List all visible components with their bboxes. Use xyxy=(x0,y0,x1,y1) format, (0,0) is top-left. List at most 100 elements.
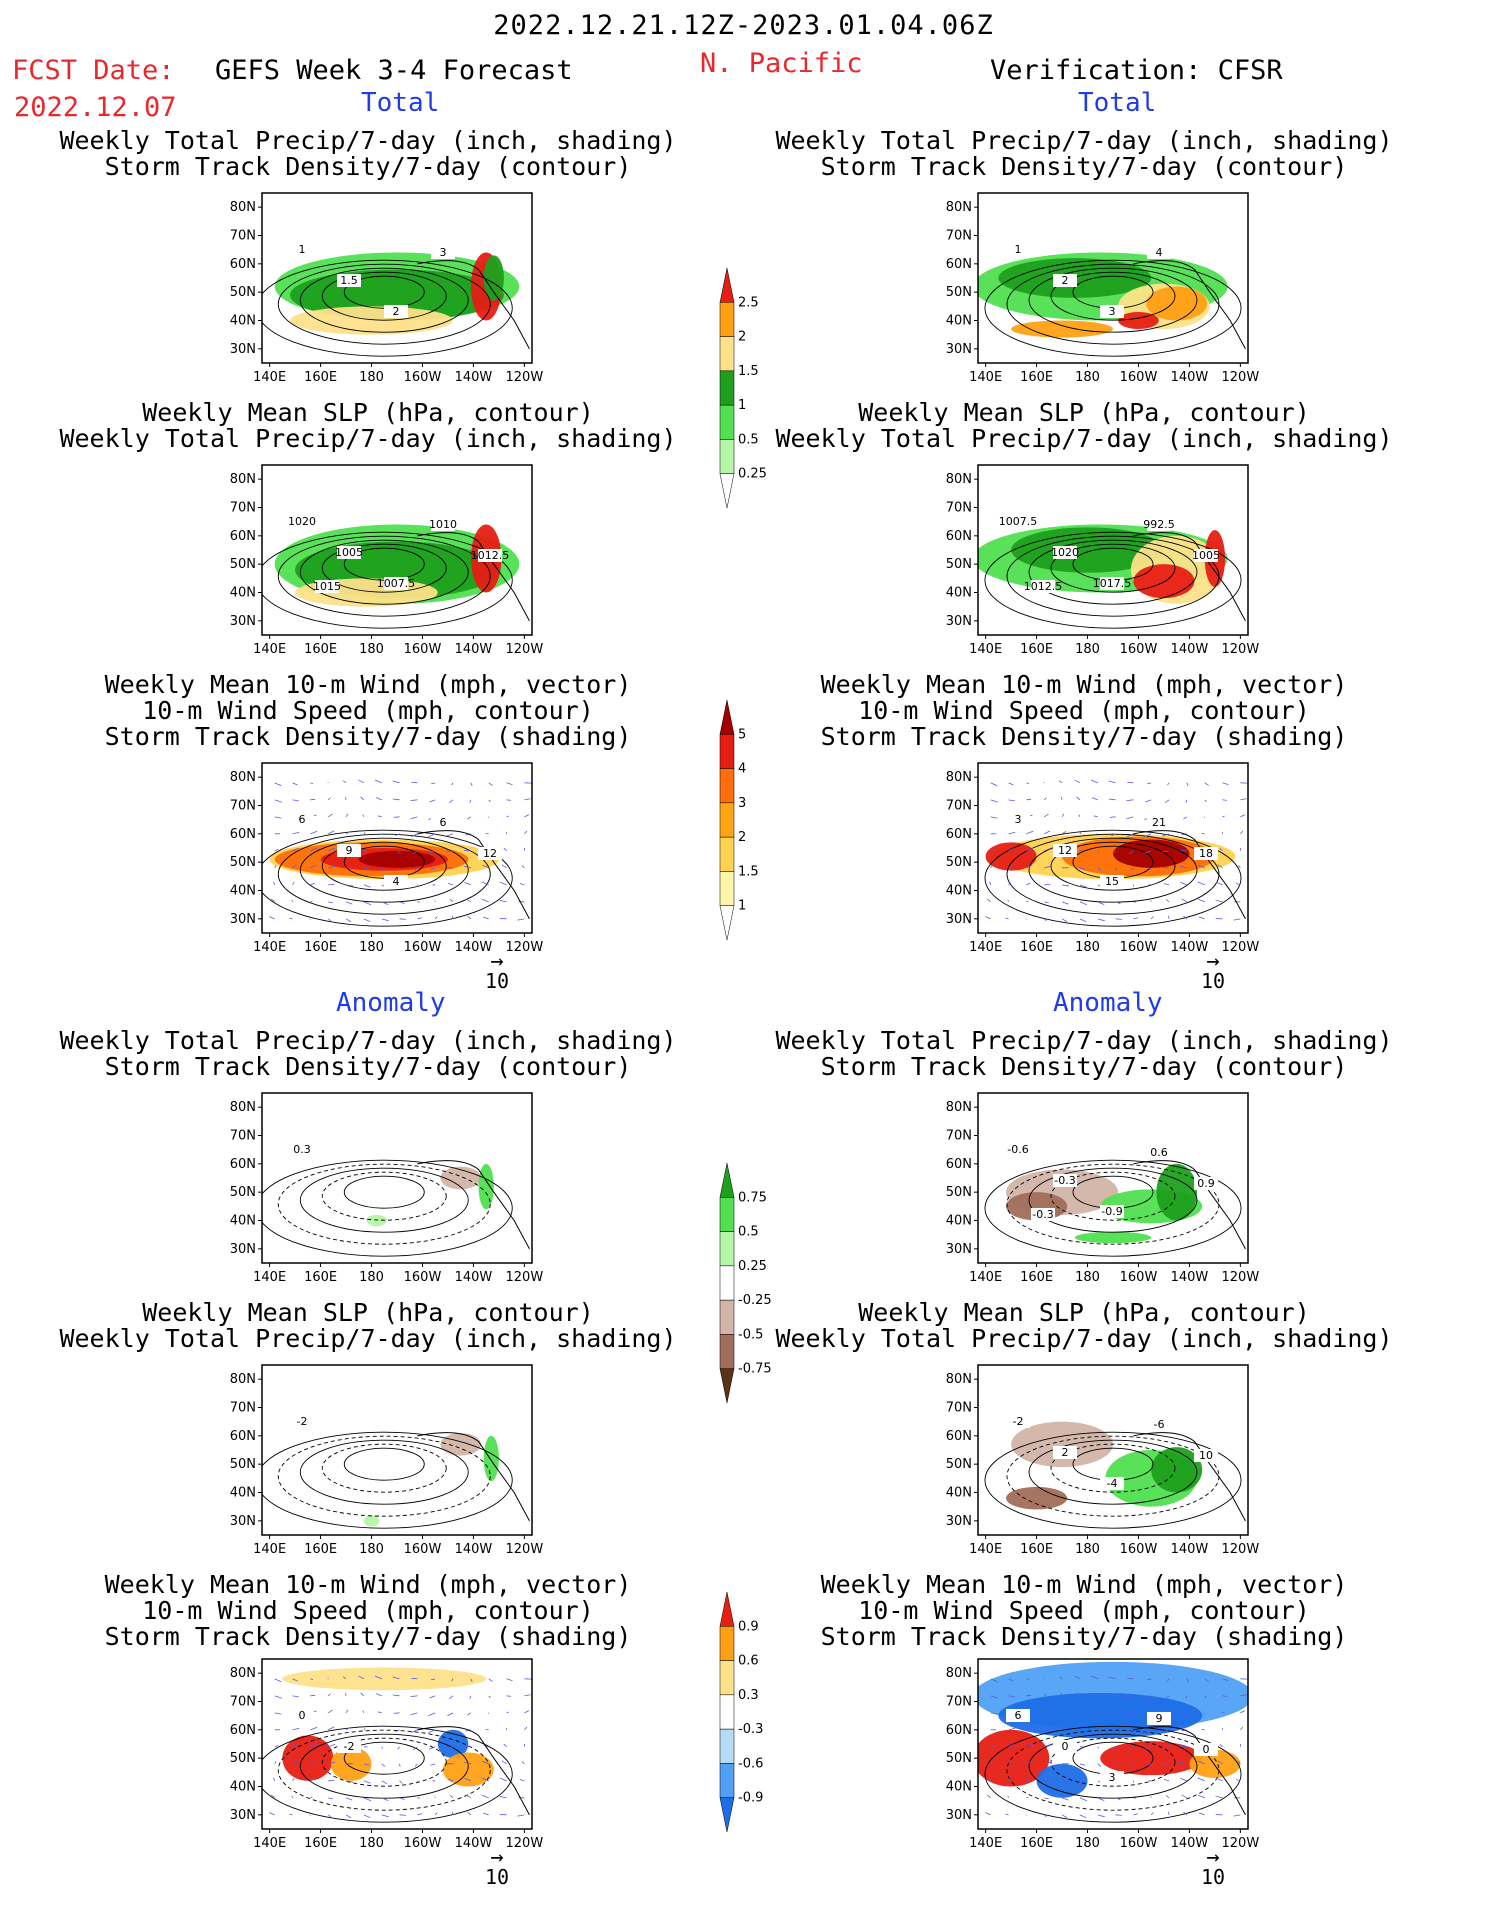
wind-vector xyxy=(362,1710,365,1714)
contour-label-bg xyxy=(1147,1418,1171,1431)
wind-vector xyxy=(1060,796,1063,800)
wind-vector xyxy=(448,1695,454,1700)
y-tick-label: 50N xyxy=(946,1751,972,1766)
x-tick-label: 120W xyxy=(506,370,544,385)
wind-vector xyxy=(1162,1729,1170,1733)
y-tick-label: 30N xyxy=(230,614,256,629)
shade-region xyxy=(282,1667,487,1691)
wind-vector xyxy=(524,1710,530,1714)
section-total-left: Total xyxy=(361,88,440,118)
wind-vector xyxy=(360,1692,365,1697)
x-tick-label: 180 xyxy=(1075,1836,1100,1851)
wind-vector xyxy=(362,814,365,818)
contour-label-bg xyxy=(1031,580,1055,593)
x-tick-label: 160W xyxy=(1120,1270,1158,1285)
shade-region xyxy=(1113,839,1190,868)
wind-vector xyxy=(274,1761,277,1765)
wind-vector xyxy=(1026,1694,1032,1697)
wind-vector xyxy=(273,881,276,885)
wind-vector xyxy=(524,1694,531,1697)
wind-vector xyxy=(1060,1692,1063,1696)
wind-vector xyxy=(1222,799,1227,801)
y-tick-label: 40N xyxy=(946,1214,972,1229)
wind-vector xyxy=(399,1814,406,1816)
wind-vector xyxy=(506,782,513,786)
wind-vector xyxy=(1203,1712,1205,1714)
wind-vector xyxy=(358,1675,365,1680)
wind-vector xyxy=(428,833,436,838)
x-tick-label: 160E xyxy=(304,1270,337,1285)
plot-frame xyxy=(977,1092,1249,1264)
x-tick-label: 160W xyxy=(404,1270,442,1285)
wind-vector xyxy=(482,1760,489,1765)
wind-vector xyxy=(399,901,405,905)
wind-vector xyxy=(411,1677,418,1680)
y-tick-label: 30N xyxy=(230,1242,256,1257)
wind-vector xyxy=(1115,901,1121,905)
plot-frame xyxy=(261,464,533,636)
y-tick-label: 80N xyxy=(230,770,256,785)
wind-vector xyxy=(274,849,279,852)
wind-vector xyxy=(1181,1794,1188,1799)
y-tick-label: 70N xyxy=(946,799,972,814)
colorbar-segment xyxy=(719,802,735,838)
wind-vector xyxy=(328,865,336,869)
x-tick-label: 160W xyxy=(1120,642,1158,657)
contour-line xyxy=(1050,1171,1176,1221)
colorbar-cap xyxy=(719,905,735,941)
wind-vector xyxy=(488,1695,491,1699)
y-tick-label: 30N xyxy=(946,912,972,927)
wind-vector xyxy=(506,1678,513,1682)
x-tick-label: 120W xyxy=(506,1270,544,1285)
fcst-date-value: 2022.12.07 xyxy=(14,92,177,123)
wind-vector xyxy=(342,1676,347,1680)
contour-label: 3 xyxy=(1109,305,1116,318)
contour-label-bg xyxy=(1006,515,1030,528)
wind-vector xyxy=(488,1678,493,1682)
wind-vector xyxy=(428,1729,436,1734)
y-tick-label: 70N xyxy=(946,1695,972,1710)
wind-vector xyxy=(410,1712,418,1716)
map-verif-total-wind: 140E 160E 180 160W 140W 120W 30N 40N 50N 60N 70N 80… xyxy=(946,762,1259,955)
wind-vector xyxy=(446,833,454,837)
wind-vector xyxy=(451,1678,454,1682)
coastline xyxy=(1133,260,1246,350)
contour-label-bg xyxy=(1006,1143,1030,1156)
x-tick-label: 160W xyxy=(404,1836,442,1851)
wind-vector xyxy=(411,833,418,837)
title-verif-total-wind: Weekly Mean 10-m Wind (mph, vector) 10-m … xyxy=(820,670,1348,751)
x-tick-label: 160E xyxy=(1020,940,1053,955)
x-tick-label: 160W xyxy=(404,1542,442,1557)
wind-vector xyxy=(345,813,349,818)
contour-label: 3 xyxy=(1015,813,1022,826)
wind-vector xyxy=(1058,780,1063,784)
wind-vector xyxy=(344,1692,347,1696)
wind-vector xyxy=(399,1797,405,1801)
colorbar-tick-label: 0.75 xyxy=(738,1190,767,1205)
wind-vector xyxy=(1222,1678,1229,1682)
colorbar-segment xyxy=(719,768,735,804)
plot-frame xyxy=(977,762,1249,934)
map-fcst-anom-slp: 140E 160E 180 160W 140W 120W 30N 40N 50N 60N 70N 80… xyxy=(230,1364,543,1557)
x-tick-label: 140W xyxy=(455,642,493,657)
contour-label-bg xyxy=(1194,1449,1218,1462)
wind-vector xyxy=(360,796,365,801)
contour-label-bg xyxy=(1147,246,1171,259)
title-fcst-total-precip: Weekly Total Precip/7-day (inch, shading… xyxy=(59,126,677,181)
contour-label-bg xyxy=(1194,1177,1218,1190)
wind-vector xyxy=(393,1712,400,1714)
contour-line xyxy=(1050,271,1176,321)
wind-vector xyxy=(990,865,993,869)
wind-vector xyxy=(481,881,489,886)
wind-vector xyxy=(292,1695,299,1698)
y-tick-label: 60N xyxy=(946,827,972,842)
wind-vector xyxy=(1185,799,1188,803)
wind-vector xyxy=(1144,1746,1152,1750)
wind-vector xyxy=(1199,1812,1205,1816)
field-layer xyxy=(262,763,532,933)
x-tick-label: 120W xyxy=(1222,1836,1260,1851)
wind-vector xyxy=(1127,1729,1134,1733)
wind-vector xyxy=(1079,1797,1088,1802)
contour-line xyxy=(1028,539,1198,605)
wind-vector xyxy=(503,1743,507,1748)
